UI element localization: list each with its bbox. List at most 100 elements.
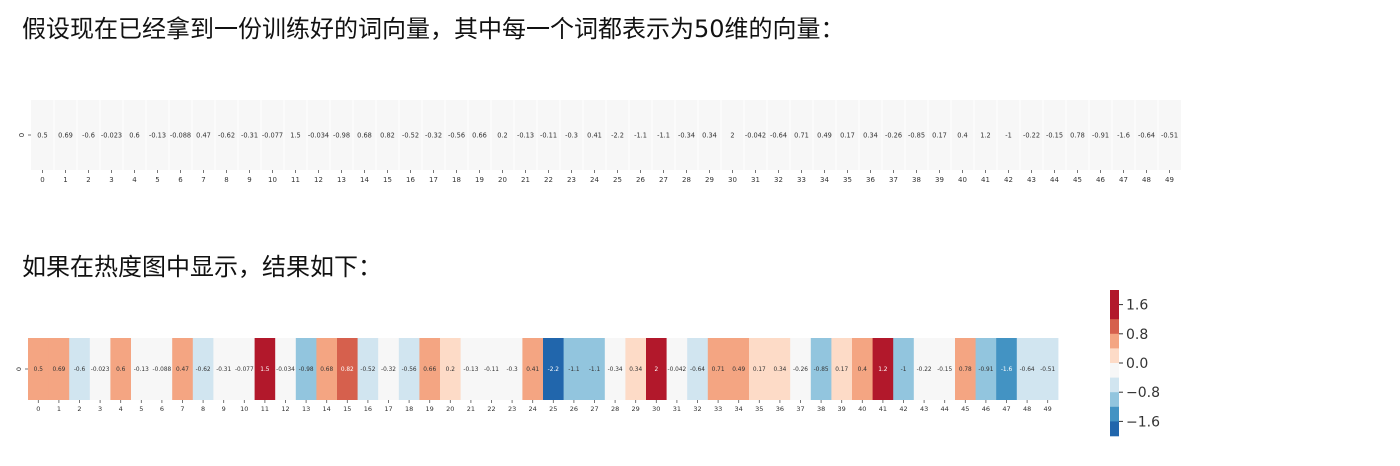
x-tick-label: 31 bbox=[751, 176, 760, 184]
x-tick-label: 4 bbox=[132, 176, 137, 184]
heatmap-cell-label: -0.023 bbox=[91, 367, 110, 373]
colorbar-tick-label: 0.8 bbox=[1126, 327, 1148, 343]
table-cell-value: 0.41 bbox=[587, 132, 602, 140]
table-cell-value: 2 bbox=[730, 132, 734, 140]
heatmap-cell bbox=[316, 338, 338, 400]
heatmap-cell bbox=[481, 338, 503, 400]
colorbar-tick-label: 1.6 bbox=[1126, 298, 1148, 314]
heatmap-cell-label: -2.2 bbox=[548, 367, 560, 373]
colorbar-tick-label: −0.8 bbox=[1126, 385, 1160, 401]
heatmap-cell-label: 1.5 bbox=[260, 367, 270, 373]
heatmap-cell bbox=[48, 338, 70, 400]
table-cell-value: 0.17 bbox=[840, 132, 855, 140]
x-tick-label: 19 bbox=[426, 405, 434, 413]
table-cell-value: -0.98 bbox=[333, 132, 350, 140]
x-tick-label: 47 bbox=[1119, 176, 1128, 184]
heatmap-cell-label: -0.64 bbox=[690, 367, 705, 373]
x-tick-label: 3 bbox=[109, 176, 113, 184]
table-cell-value: 0.47 bbox=[196, 132, 211, 140]
table-cell-value: 1.5 bbox=[290, 132, 301, 140]
heatmap-cell bbox=[1016, 338, 1038, 400]
heatmap-cell bbox=[666, 338, 688, 400]
heatmap-cell bbox=[131, 338, 152, 400]
table-cell-value: -0.91 bbox=[1092, 132, 1109, 140]
colorbar-segment bbox=[1110, 406, 1119, 422]
heatmap-cell bbox=[419, 338, 441, 400]
x-tick-label: 32 bbox=[693, 405, 701, 413]
x-tick-label: 33 bbox=[797, 176, 806, 184]
x-tick-label: 21 bbox=[467, 405, 475, 413]
heatmap-cell-label: 0.49 bbox=[732, 367, 745, 373]
x-tick-label: 20 bbox=[446, 405, 454, 413]
x-tick-label: 42 bbox=[1004, 176, 1013, 184]
heatmap-cell bbox=[69, 338, 91, 400]
heatmap-cell bbox=[893, 338, 915, 400]
x-tick-label: 46 bbox=[1096, 176, 1105, 184]
heatmap-cell bbox=[543, 338, 564, 400]
heatmap-cell-label: -1.1 bbox=[568, 367, 580, 373]
x-tick-label: 49 bbox=[1044, 405, 1052, 413]
x-tick-label: 8 bbox=[201, 405, 205, 413]
x-tick-label: 27 bbox=[590, 405, 598, 413]
table-cell-value: -0.13 bbox=[149, 132, 166, 140]
heatmap-cell bbox=[790, 338, 812, 400]
table-cell-value: -0.32 bbox=[425, 132, 442, 140]
heatmap-cell bbox=[398, 338, 420, 400]
table-cell-value: 0.71 bbox=[794, 132, 809, 140]
x-tick-label: 49 bbox=[1165, 176, 1174, 184]
x-tick-label: 43 bbox=[920, 405, 928, 413]
table-cell-value: -1.6 bbox=[1117, 132, 1130, 140]
heatmap-cell-label: -0.077 bbox=[235, 367, 254, 373]
table-cell-value: -1.1 bbox=[657, 132, 670, 140]
x-tick-label: 26 bbox=[636, 176, 645, 184]
heatmap-cell bbox=[604, 338, 626, 400]
table-cell-value: -1.1 bbox=[634, 132, 647, 140]
heatmap-cell-label: 0.34 bbox=[629, 367, 642, 373]
heatmap-cell-label: -1 bbox=[901, 367, 907, 373]
table-cell-value: -0.077 bbox=[262, 132, 283, 140]
x-tick-label: 7 bbox=[180, 405, 184, 413]
x-tick-label: 27 bbox=[659, 176, 668, 184]
x-tick-label: 0 bbox=[40, 176, 44, 184]
heatmap-cell-label: 0.5 bbox=[34, 367, 44, 373]
heatmap-cell-label: -1.6 bbox=[1001, 367, 1013, 373]
heatmap-cell bbox=[728, 338, 750, 400]
heatmap-cell bbox=[749, 338, 770, 400]
x-tick-label: 40 bbox=[958, 176, 967, 184]
x-tick-label: 28 bbox=[682, 176, 691, 184]
x-tick-label: 39 bbox=[935, 176, 944, 184]
heatmap-cell-label: -1.1 bbox=[589, 367, 601, 373]
heatmap-cell-label: -0.088 bbox=[153, 367, 172, 373]
heatmap-cell bbox=[584, 338, 606, 400]
x-tick-label: 37 bbox=[889, 176, 898, 184]
table-cell-value: 0.6 bbox=[129, 132, 140, 140]
table-cell-value: -0.15 bbox=[1046, 132, 1063, 140]
x-tick-label: 15 bbox=[343, 405, 351, 413]
x-tick-label: 36 bbox=[776, 405, 784, 413]
x-tick-label: 16 bbox=[406, 176, 415, 184]
heatmap-cell bbox=[254, 338, 276, 400]
heatmap-cell bbox=[1037, 338, 1059, 400]
x-tick-label: 40 bbox=[858, 405, 866, 413]
table-cell-value: -2.2 bbox=[611, 132, 624, 140]
x-tick-label: 48 bbox=[1023, 405, 1031, 413]
heatmap-cell bbox=[996, 338, 1018, 400]
x-tick-label: 5 bbox=[139, 405, 143, 413]
heatmap-cell bbox=[501, 338, 523, 400]
y-tick-label: 0 bbox=[15, 367, 23, 371]
x-tick-label: 11 bbox=[261, 405, 269, 413]
x-tick-label: 11 bbox=[291, 176, 300, 184]
x-tick-label: 14 bbox=[323, 405, 331, 413]
heatmap-cell bbox=[172, 338, 194, 400]
table-cell-value: 0.49 bbox=[817, 132, 832, 140]
table-cell-value: 0.66 bbox=[472, 132, 487, 140]
heatmap-cell-label: 0.82 bbox=[341, 367, 354, 373]
x-tick-label: 3 bbox=[98, 405, 102, 413]
heatmap-cell bbox=[625, 338, 647, 400]
heatmap-cell bbox=[110, 338, 132, 400]
heatmap-cell-label: -0.034 bbox=[276, 367, 295, 373]
x-tick-label: 19 bbox=[475, 176, 484, 184]
heatmap-cell bbox=[28, 338, 49, 400]
heatmap-cell-label: -0.85 bbox=[814, 367, 829, 373]
x-tick-label: 36 bbox=[866, 176, 875, 184]
